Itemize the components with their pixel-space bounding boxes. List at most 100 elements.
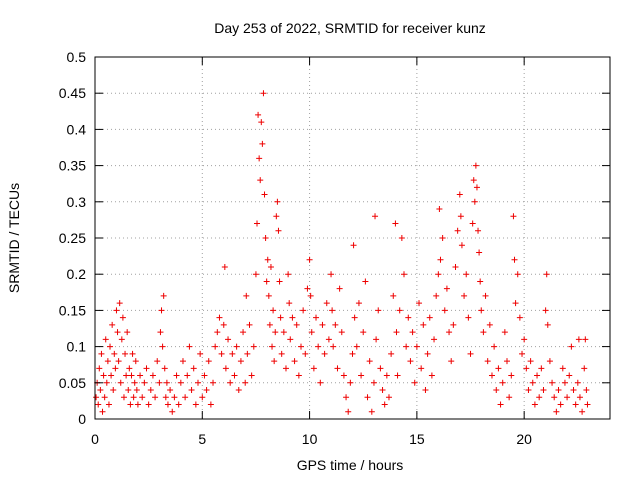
y-tick-label: 0 xyxy=(78,411,86,427)
data-point xyxy=(273,213,280,220)
data-point xyxy=(471,198,478,205)
data-point xyxy=(159,343,166,350)
data-point xyxy=(413,343,420,350)
data-point xyxy=(257,177,264,184)
data-point xyxy=(310,365,317,372)
data-point xyxy=(220,321,227,328)
data-point xyxy=(366,358,373,365)
data-point xyxy=(343,394,350,401)
data-point xyxy=(470,177,477,184)
data-point xyxy=(98,350,105,357)
data-point xyxy=(521,336,528,343)
data-point xyxy=(561,379,568,386)
data-point xyxy=(375,307,382,314)
x-tick-label: 20 xyxy=(516,431,532,447)
y-tick-label: 0.1 xyxy=(67,339,87,355)
data-point xyxy=(243,292,250,299)
data-point xyxy=(472,162,479,169)
data-point xyxy=(133,387,140,394)
data-point xyxy=(351,314,358,321)
y-tick-label: 0.05 xyxy=(59,375,86,391)
data-point xyxy=(271,358,278,365)
data-point xyxy=(254,220,261,227)
data-point xyxy=(115,358,122,365)
data-point xyxy=(461,292,468,299)
data-point xyxy=(265,292,272,299)
data-point xyxy=(381,401,388,408)
data-point xyxy=(139,394,146,401)
data-point xyxy=(495,365,502,372)
data-point xyxy=(118,336,125,343)
data-point xyxy=(184,372,191,379)
data-point xyxy=(263,278,270,285)
data-point xyxy=(306,256,313,263)
data-point xyxy=(119,314,126,321)
data-point xyxy=(385,394,392,401)
data-point xyxy=(149,372,156,379)
data-point xyxy=(493,387,500,394)
data-point xyxy=(179,358,186,365)
y-tick-label: 0.35 xyxy=(59,158,86,174)
data-point xyxy=(516,314,523,321)
data-point xyxy=(291,358,298,365)
data-point xyxy=(407,358,414,365)
data-point xyxy=(112,365,119,372)
data-point xyxy=(450,321,457,328)
data-point xyxy=(428,372,435,379)
data-point xyxy=(274,198,281,205)
data-point xyxy=(104,358,111,365)
data-point xyxy=(525,387,532,394)
data-point xyxy=(355,300,362,307)
data-point xyxy=(120,394,127,401)
data-point xyxy=(467,350,474,357)
data-point xyxy=(527,358,534,365)
data-point xyxy=(523,365,530,372)
data-point xyxy=(457,213,464,220)
data-point xyxy=(167,387,174,394)
data-point xyxy=(295,372,302,379)
data-point xyxy=(225,336,232,343)
data-point xyxy=(266,321,273,328)
data-point xyxy=(141,379,148,386)
data-point xyxy=(137,372,144,379)
data-point xyxy=(205,358,212,365)
data-point xyxy=(477,278,484,285)
data-point xyxy=(143,365,150,372)
data-point xyxy=(330,343,337,350)
data-point xyxy=(201,372,208,379)
data-point xyxy=(549,379,556,386)
data-point xyxy=(207,401,214,408)
data-point xyxy=(347,379,354,386)
data-point xyxy=(157,329,164,336)
data-point xyxy=(128,372,135,379)
chart-title: Day 253 of 2022, SRMTID for receiver kun… xyxy=(214,20,486,36)
data-point xyxy=(248,372,255,379)
data-point xyxy=(285,271,292,278)
data-point xyxy=(269,343,276,350)
data-point xyxy=(570,387,577,394)
data-point xyxy=(574,379,581,386)
data-point xyxy=(99,408,106,415)
data-point xyxy=(514,271,521,278)
data-point xyxy=(161,365,168,372)
data-point xyxy=(398,235,405,241)
data-point xyxy=(154,358,161,365)
data-point xyxy=(102,336,109,343)
data-point xyxy=(475,227,482,234)
data-point xyxy=(175,401,182,408)
grid-lines xyxy=(95,57,610,419)
y-tick-label: 0.25 xyxy=(59,230,86,246)
data-point xyxy=(123,372,130,379)
data-point xyxy=(260,90,267,97)
data-point xyxy=(555,387,562,394)
data-point xyxy=(116,300,123,307)
data-point xyxy=(307,292,314,299)
x-axis-label: GPS time / hours xyxy=(297,457,404,473)
data-point xyxy=(542,307,549,314)
data-point xyxy=(437,256,444,263)
data-point xyxy=(454,227,461,234)
data-point xyxy=(111,350,118,357)
data-point xyxy=(551,394,558,401)
data-point xyxy=(103,379,110,386)
